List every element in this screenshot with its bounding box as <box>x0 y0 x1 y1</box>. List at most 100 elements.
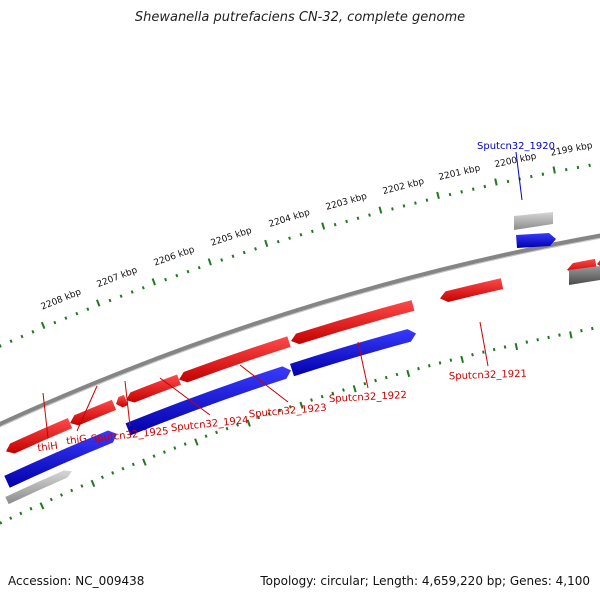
minor-tick <box>236 423 239 427</box>
outer-tick-ring <box>0 163 591 348</box>
minor-tick <box>425 198 429 202</box>
minor-tick <box>19 511 23 516</box>
minor-tick <box>278 408 282 413</box>
rna-gene <box>5 470 72 505</box>
gene-label-leader <box>515 151 523 201</box>
minor-tick <box>186 269 190 274</box>
minor-tick <box>547 335 550 340</box>
gene-label: thiH <box>37 441 59 455</box>
minor-tick <box>580 329 583 333</box>
major-tick <box>299 401 304 409</box>
minor-tick <box>231 254 235 259</box>
minor-tick <box>525 340 529 344</box>
scale-label: 2204 kbp <box>268 208 312 230</box>
gene-label: Sputcn32_1924 <box>170 415 249 434</box>
major-tick <box>460 355 464 364</box>
minor-tick <box>460 190 463 194</box>
minor-tick <box>0 521 3 525</box>
forward-strand-gene <box>116 394 129 408</box>
minor-tick <box>374 378 377 383</box>
gene-label-leader <box>124 380 131 427</box>
minor-tick <box>591 326 594 331</box>
accession-text: Accession: NC_009438 <box>8 574 145 588</box>
minor-tick <box>414 201 417 205</box>
minor-tick <box>449 358 453 362</box>
gene-label-leader <box>42 392 49 439</box>
major-tick <box>378 206 383 214</box>
map-title: Shewanella putrefaciens CN-32, complete … <box>134 10 466 25</box>
minor-tick <box>438 361 442 365</box>
gene-label: Sputcn32_1923 <box>248 403 327 421</box>
scale-label: 2208 kbp <box>40 287 83 312</box>
minor-tick <box>59 493 64 497</box>
minor-tick <box>220 258 224 262</box>
minor-tick <box>576 165 580 170</box>
scale-label: 2205 kbp <box>210 226 254 249</box>
minor-tick <box>53 320 57 325</box>
reverse-strand-gene <box>516 233 556 248</box>
gene-label-leader <box>76 385 98 432</box>
reverse-strand-gene <box>290 329 416 377</box>
scale-label: 2202 kbp <box>382 177 426 197</box>
reverse-strand-gene <box>4 430 118 488</box>
minor-tick <box>368 213 371 217</box>
major-tick <box>264 239 269 247</box>
minor-tick <box>80 484 84 488</box>
minor-tick <box>31 330 35 334</box>
minor-tick <box>536 338 539 342</box>
major-tick <box>194 438 199 446</box>
scale-label: 2201 kbp <box>438 164 482 183</box>
forward-strand-gene <box>597 260 600 266</box>
forward-strand-gene <box>440 278 504 303</box>
minor-tick <box>427 364 431 368</box>
gene-label: Sputcn32_1921 <box>449 369 527 383</box>
minor-tick <box>588 163 591 167</box>
minor-tick <box>86 307 90 311</box>
minor-tick <box>345 219 348 224</box>
minor-tick <box>448 192 452 197</box>
major-tick <box>90 479 96 487</box>
minor-tick <box>215 430 219 435</box>
gene-label: thiG <box>66 434 88 448</box>
minor-tick <box>471 353 474 357</box>
minor-tick <box>506 179 510 184</box>
minor-tick <box>108 298 112 303</box>
minor-tick <box>131 462 135 467</box>
minor-tick <box>100 475 104 479</box>
minor-tick <box>9 516 13 520</box>
minor-tick <box>183 442 187 446</box>
minor-tick <box>483 184 487 189</box>
minor-tick <box>288 236 291 240</box>
minor-tick <box>204 434 208 438</box>
reverse-strand-gene <box>125 366 291 436</box>
forward-strand-gene <box>291 300 415 345</box>
gene-label-leader <box>239 364 289 403</box>
minor-tick <box>9 339 13 343</box>
minor-tick <box>503 345 507 349</box>
minor-tick <box>64 316 68 320</box>
minor-tick <box>162 450 166 454</box>
minor-tick <box>197 265 201 270</box>
minor-tick <box>391 207 394 211</box>
gene-label-leader <box>159 377 211 416</box>
major-tick <box>40 321 46 329</box>
major-tick <box>494 178 498 186</box>
minor-tick <box>356 216 360 220</box>
minor-tick <box>558 333 561 337</box>
minor-tick <box>75 311 79 316</box>
minor-tick <box>482 350 485 354</box>
scale-label: 2207 kbp <box>96 265 139 290</box>
minor-tick <box>254 247 257 251</box>
forward-strand-gene <box>6 418 73 454</box>
minor-tick <box>141 286 145 290</box>
minor-tick <box>471 187 475 191</box>
scale-label: 2200 kbp <box>494 152 538 171</box>
minor-tick <box>0 344 2 348</box>
minor-tick <box>342 388 345 392</box>
minor-tick <box>130 290 134 294</box>
minor-tick <box>565 168 568 172</box>
minor-tick <box>310 229 314 234</box>
minor-tick <box>395 372 399 377</box>
inner-tick-ring <box>0 326 594 525</box>
minor-tick <box>173 446 177 450</box>
